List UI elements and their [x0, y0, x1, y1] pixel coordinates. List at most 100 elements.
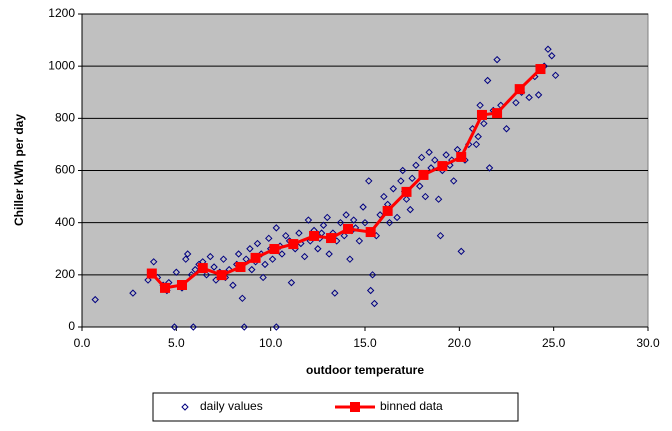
- point: [368, 271, 377, 279]
- point: [272, 224, 281, 232]
- point: [240, 323, 248, 331]
- y-axis-title: Chiller kWh per day: [12, 114, 26, 226]
- point: [176, 280, 187, 291]
- y-tick-label: 800: [55, 111, 75, 125]
- point: [366, 286, 375, 295]
- point: [365, 177, 373, 185]
- point: [370, 299, 379, 308]
- point: [340, 232, 348, 240]
- point: [144, 276, 152, 284]
- point: [548, 52, 556, 60]
- point: [399, 166, 407, 175]
- point: [326, 233, 337, 244]
- point: [346, 255, 354, 263]
- point: [456, 151, 467, 162]
- point: [197, 263, 208, 274]
- point: [183, 250, 192, 258]
- point: [421, 192, 430, 201]
- point: [401, 186, 412, 197]
- point: [551, 71, 560, 80]
- point: [534, 91, 543, 99]
- point: [265, 234, 273, 243]
- point: [397, 177, 405, 185]
- x-axis-title: outdoor temperature: [306, 363, 424, 377]
- point: [431, 156, 439, 164]
- point: [436, 232, 445, 240]
- point: [172, 268, 181, 276]
- point: [483, 76, 492, 85]
- point: [412, 161, 420, 169]
- point: [206, 252, 215, 261]
- point: [91, 295, 99, 304]
- point: [149, 258, 158, 266]
- point: [269, 244, 280, 255]
- point: [535, 64, 546, 75]
- point: [359, 203, 367, 211]
- y-tick-label: 600: [55, 163, 75, 177]
- point: [418, 169, 429, 180]
- point: [361, 218, 369, 227]
- point: [250, 252, 261, 263]
- point: [402, 195, 411, 203]
- point: [502, 125, 511, 133]
- point: [314, 245, 322, 253]
- x-tick-label: 0.0: [74, 336, 91, 350]
- point: [219, 255, 228, 263]
- point: [474, 132, 482, 141]
- point: [349, 216, 358, 224]
- point: [425, 148, 433, 156]
- point: [417, 153, 426, 162]
- point: [514, 84, 525, 95]
- point: [235, 262, 246, 273]
- point: [437, 161, 448, 172]
- x-tick-label: 10.0: [259, 336, 283, 350]
- point: [268, 255, 277, 263]
- y-tick-label: 0: [68, 319, 75, 333]
- legend-marker: [350, 402, 360, 412]
- grid: 0 200 400 600 800 1000 1200 0.0 5.0 10.0 15.0 20.0 2…: [48, 6, 660, 350]
- point: [325, 250, 333, 258]
- point: [449, 177, 458, 185]
- x-tick-label: 5.0: [168, 336, 185, 350]
- point: [376, 211, 384, 219]
- y-tick-label: 400: [55, 215, 75, 229]
- point: [416, 182, 424, 190]
- point: [282, 232, 290, 240]
- point: [476, 109, 487, 120]
- point: [248, 265, 256, 274]
- point: [182, 255, 190, 263]
- point: [434, 195, 443, 203]
- point: [309, 230, 320, 241]
- point: [189, 323, 198, 331]
- point: [202, 271, 211, 279]
- y-tick-label: 200: [55, 267, 75, 281]
- point: [389, 185, 398, 193]
- point: [129, 289, 137, 297]
- point: [261, 260, 269, 269]
- point: [485, 164, 494, 172]
- series-line: [150, 67, 542, 290]
- point: [380, 192, 388, 201]
- point: [365, 227, 376, 238]
- point: [393, 213, 401, 222]
- x-tick-label: 20.0: [448, 336, 472, 350]
- point: [342, 211, 350, 219]
- point: [229, 281, 237, 289]
- point: [319, 221, 328, 229]
- point: [295, 229, 303, 237]
- point: [278, 250, 286, 258]
- point: [355, 237, 364, 245]
- point: [304, 216, 313, 224]
- point: [472, 140, 481, 149]
- point: [246, 245, 254, 253]
- point: [476, 101, 484, 109]
- point: [385, 218, 394, 227]
- point: [287, 278, 296, 287]
- point: [408, 174, 416, 183]
- point: [343, 223, 354, 234]
- point: [323, 213, 331, 222]
- point: [146, 268, 157, 279]
- y-tick-label: 1200: [48, 6, 75, 20]
- point: [457, 247, 465, 256]
